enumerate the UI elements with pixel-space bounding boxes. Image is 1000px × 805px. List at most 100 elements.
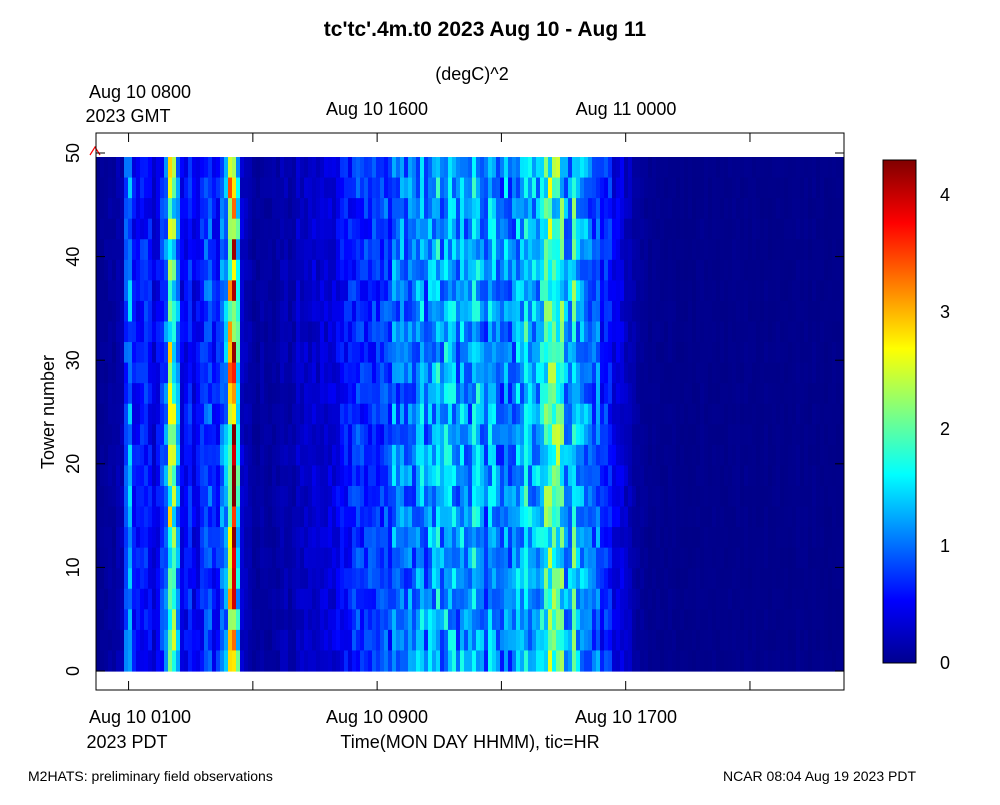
heatmap-cell (484, 547, 488, 569)
heatmap-cell (180, 568, 184, 590)
heatmap-cell (772, 527, 776, 549)
heatmap-cell (124, 280, 128, 302)
heatmap-cell (720, 568, 724, 590)
heatmap-cell (420, 157, 424, 179)
heatmap-cell (564, 218, 568, 240)
heatmap-cell (120, 198, 124, 220)
heatmap-cell (400, 465, 404, 487)
heatmap-cell (280, 198, 284, 220)
heatmap-cell (672, 588, 676, 610)
heatmap-cell (228, 362, 232, 384)
heatmap-cell (772, 609, 776, 631)
heatmap-cell (764, 239, 768, 261)
heatmap-cell (764, 547, 768, 569)
heatmap-cell (448, 342, 452, 364)
heatmap-cell (732, 218, 736, 240)
heatmap-cell (200, 362, 204, 384)
heatmap-cell (332, 259, 336, 281)
heatmap-cell (492, 506, 496, 528)
heatmap-cell (304, 259, 308, 281)
heatmap-cell (336, 547, 340, 569)
heatmap-cell (372, 342, 376, 364)
heatmap-cell (720, 650, 724, 672)
heatmap-cell (712, 177, 716, 199)
heatmap-cell (268, 239, 272, 261)
heatmap-cell (240, 547, 244, 569)
heatmap-cell (192, 650, 196, 672)
heatmap-cell (488, 198, 492, 220)
heatmap-cell (832, 300, 836, 323)
heatmap-cell (580, 424, 584, 446)
heatmap-cell (236, 465, 240, 487)
heatmap-cell (200, 465, 204, 487)
heatmap-cell (312, 650, 316, 672)
heatmap-cell (656, 300, 660, 323)
heatmap-cell (412, 362, 416, 384)
heatmap-cell (768, 342, 772, 364)
heatmap-cell (196, 239, 200, 261)
heatmap-cell (500, 629, 504, 652)
heatmap-cell (388, 177, 392, 199)
heatmap-cell (816, 342, 820, 364)
heatmap-cell (788, 383, 792, 405)
heatmap-cell (220, 506, 224, 528)
heatmap-cell (124, 300, 128, 323)
heatmap-cell (220, 403, 224, 425)
heatmap-cell (640, 444, 644, 466)
heatmap-cell (376, 259, 380, 281)
heatmap-cell (732, 300, 736, 323)
heatmap-cell (636, 362, 640, 384)
heatmap-cell (828, 280, 832, 302)
heatmap-cell (816, 280, 820, 302)
heatmap-cell (708, 259, 712, 281)
heatmap-cell (584, 506, 588, 528)
heatmap-cell (744, 485, 748, 508)
heatmap-cell (804, 198, 808, 220)
heatmap-cell (344, 259, 348, 281)
heatmap-cell (256, 444, 260, 466)
heatmap-cell (436, 280, 440, 302)
heatmap-cell (840, 403, 844, 425)
heatmap-cell (236, 650, 240, 672)
heatmap-cell (96, 362, 100, 384)
heatmap-cell (312, 342, 316, 364)
heatmap-cell (456, 465, 460, 487)
heatmap-cell (680, 198, 684, 220)
heatmap-cell (292, 157, 296, 179)
heatmap-cell (352, 218, 356, 240)
heatmap-cell (312, 300, 316, 323)
heatmap-cell (808, 280, 812, 302)
heatmap-cell (472, 465, 476, 487)
heatmap-cell (596, 506, 600, 528)
heatmap-cell (168, 465, 172, 487)
heatmap-cell (628, 280, 632, 302)
heatmap-cell (328, 465, 332, 487)
heatmap-cell (712, 527, 716, 549)
heatmap-cell (732, 362, 736, 384)
heatmap-cell (644, 424, 648, 446)
heatmap-cell (332, 362, 336, 384)
heatmap-cell (456, 321, 460, 343)
heatmap-cell (416, 157, 420, 179)
heatmap-cell (328, 485, 332, 508)
heatmap-cell (104, 383, 108, 405)
heatmap-cell (460, 198, 464, 220)
heatmap-cell (664, 444, 668, 466)
top-tick-label-2: Aug 11 0000 (576, 99, 677, 119)
heatmap-cell (496, 218, 500, 240)
heatmap-cell (588, 362, 592, 384)
heatmap-cell (752, 280, 756, 302)
heatmap-cell (668, 259, 672, 281)
heatmap-cell (612, 403, 616, 425)
heatmap-cell (696, 629, 700, 652)
heatmap-cell (708, 300, 712, 323)
heatmap-cell (664, 609, 668, 631)
heatmap-cell (204, 629, 208, 652)
heatmap-cell (208, 362, 212, 384)
heatmap-cell (336, 424, 340, 446)
heatmap-cell (636, 424, 640, 446)
heatmap-cell (240, 629, 244, 652)
top-tick-label-0: Aug 10 0800 (89, 82, 191, 102)
heatmap-cell (816, 198, 820, 220)
heatmap-cell (632, 157, 636, 179)
